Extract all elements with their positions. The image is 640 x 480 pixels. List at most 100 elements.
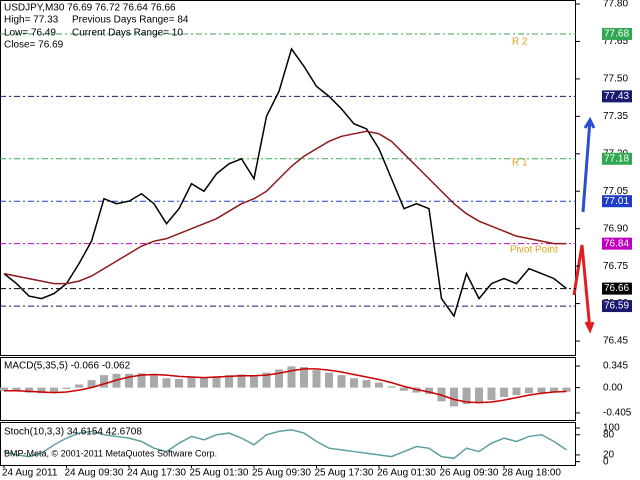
y-tick-label: 0.345 [603, 361, 628, 372]
histogram-bar [262, 372, 271, 388]
histogram-bar [12, 387, 21, 392]
x-tick-label: 28 Aug 18:00 [502, 468, 561, 479]
pivot-label: Pivot Point [510, 245, 558, 256]
histogram-bar [425, 387, 433, 394]
x-tick-label: 26 Aug 01:30 [377, 468, 436, 479]
histogram-bar [387, 386, 396, 388]
histogram-bar [375, 382, 383, 388]
x-tick-label: 25 Aug 01:30 [190, 468, 249, 479]
y-tick-label: 80 [603, 429, 615, 440]
x-tick-label: 24 Aug 2011 [2, 468, 58, 479]
y-tick-label: 77.65 [603, 36, 628, 47]
histogram-bar [337, 375, 346, 388]
histogram-bar [562, 387, 571, 392]
histogram-bar [325, 372, 333, 388]
level-box [602, 90, 632, 103]
histogram-bar [75, 384, 83, 388]
level-label: 77.01 [604, 196, 629, 207]
series-line [3, 428, 567, 460]
histogram-bar [50, 387, 58, 392]
level-box [602, 237, 632, 250]
y-tick-label: 77.35 [603, 111, 628, 122]
histogram-bar [175, 378, 183, 388]
histogram-bar [100, 375, 108, 388]
histogram-bar [200, 377, 208, 388]
level-label: 76.66 [604, 283, 629, 294]
level-box [602, 300, 632, 313]
histogram-bar [225, 375, 233, 388]
histogram-bar [537, 387, 546, 393]
forecast-arrow-up [581, 116, 596, 213]
x-tick-label: 26 Aug 09:30 [440, 468, 499, 479]
histogram-bar [362, 380, 371, 388]
histogram-bar [237, 374, 246, 388]
y-tick-label: 77.50 [603, 74, 628, 85]
y-tick-label: 20 [603, 450, 615, 461]
pivot-label: R 2 [512, 37, 528, 48]
header-cur-range: Current Days Range= 10 [72, 28, 183, 39]
level-label: 77.68 [604, 29, 629, 40]
histogram-bar [287, 366, 296, 388]
header-high: High= 77.33 [4, 15, 59, 26]
histogram-bar [125, 373, 133, 388]
histogram-bar [512, 387, 521, 396]
y-tick-label: -0.405 [603, 408, 632, 419]
histogram-bar [475, 387, 483, 404]
y-tick-label: 0 [603, 456, 609, 467]
histogram-bar [250, 376, 258, 388]
x-tick-label: 25 Aug 09:30 [252, 468, 311, 479]
histogram-bar [150, 375, 158, 388]
histogram-bar [500, 387, 508, 397]
stoch-title: Stoch(10,3,3) 34.6154 42.6708 [4, 427, 142, 438]
level-box [602, 195, 632, 208]
y-tick-label: 76.45 [603, 336, 628, 347]
y-tick-label: 0.00 [603, 382, 623, 393]
forecast-arrow-down [572, 244, 595, 334]
histogram-bar [487, 387, 496, 401]
x-tick-label: 24 Aug 09:30 [65, 468, 124, 479]
series-line [3, 47, 567, 318]
histogram-bar [400, 387, 408, 391]
level-box [602, 152, 632, 165]
level-label: 76.84 [604, 238, 629, 249]
histogram-bar [350, 378, 358, 388]
y-tick-label: 76.75 [603, 261, 628, 272]
y-tick-label: 77.05 [603, 186, 628, 197]
histogram-bar [62, 387, 71, 389]
histogram-bar [187, 377, 196, 388]
header-low: Low= 76.49 [4, 28, 56, 39]
y-tick-label: 100 [603, 423, 620, 434]
level-label: 77.43 [604, 91, 629, 102]
histogram-bar [525, 387, 533, 394]
histogram-bar [37, 387, 46, 394]
histogram-bar [312, 370, 321, 388]
histogram-bar [137, 373, 146, 388]
histogram-bar [0, 387, 8, 391]
histogram-bar [25, 387, 33, 393]
header-prev-range: Previous Days Range= 84 [72, 15, 189, 26]
header-close: Close= 76.69 [4, 40, 64, 51]
histogram-bar [162, 378, 171, 388]
series-line [4, 368, 567, 404]
histogram-bar [450, 387, 458, 407]
y-tick-label: 77.80 [603, 0, 628, 10]
histogram-bar [550, 387, 558, 392]
series-line [3, 130, 567, 285]
header-line: USDJPY,M30 76.69 76.72 76.64 76.66 [4, 3, 176, 14]
histogram-bar [212, 376, 221, 388]
level-box [602, 27, 632, 40]
y-tick-label: 76.90 [603, 223, 628, 234]
histogram-bar [300, 367, 308, 388]
histogram-bar [275, 369, 283, 388]
copyright: BMP-Meta, © 2001-2011 MetaQuotes Softwar… [4, 448, 217, 458]
histogram-bar [462, 387, 471, 404]
macd-title: MACD(5,35,5) -0.066 -0.062 [4, 361, 131, 372]
level-box [602, 282, 632, 295]
x-tick-label: 24 Aug 17:30 [127, 468, 186, 479]
level-label: 77.18 [604, 153, 629, 164]
histogram-bar [87, 380, 96, 388]
level-label: 76.59 [604, 301, 629, 312]
price-pane [0, 0, 576, 356]
